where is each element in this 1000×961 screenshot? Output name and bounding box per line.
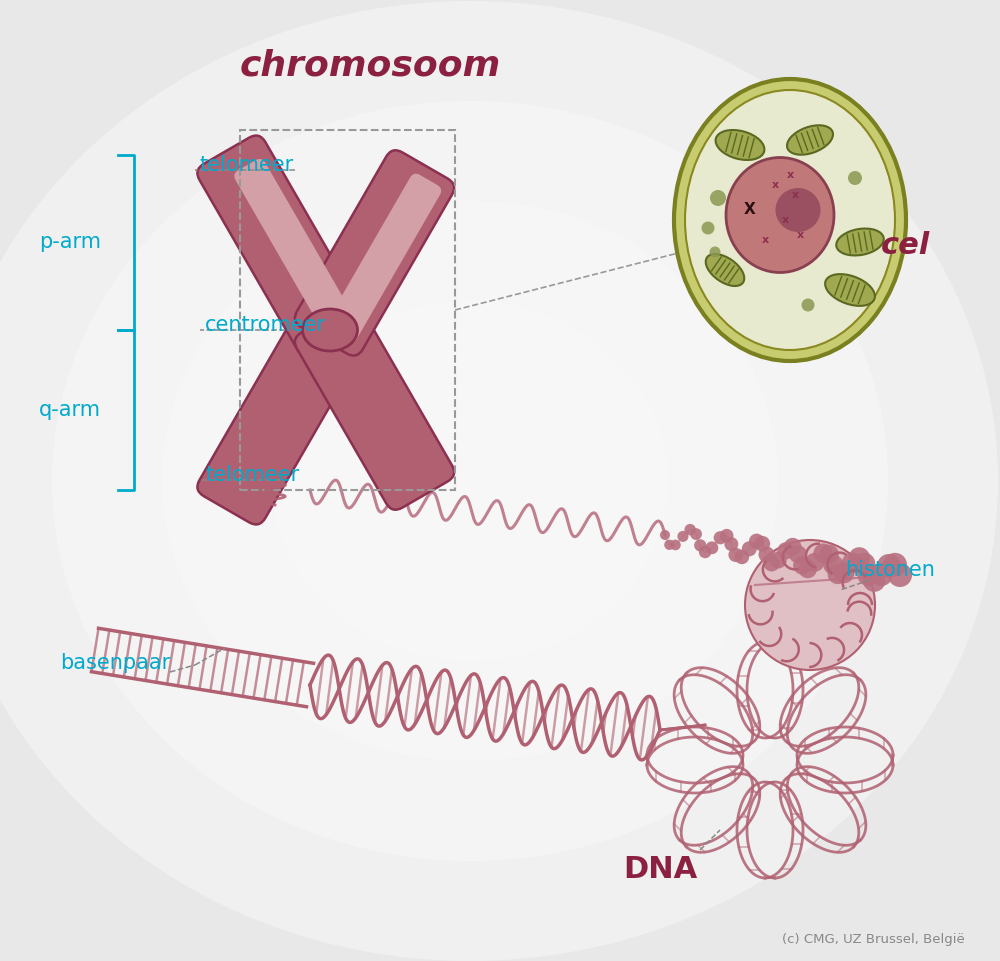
FancyBboxPatch shape — [236, 160, 357, 341]
Text: DNA: DNA — [623, 855, 697, 884]
Circle shape — [728, 548, 743, 562]
Circle shape — [798, 559, 817, 579]
Circle shape — [714, 531, 727, 544]
Circle shape — [742, 541, 757, 556]
Ellipse shape — [674, 79, 906, 361]
Ellipse shape — [825, 274, 875, 306]
Circle shape — [720, 529, 734, 542]
Circle shape — [789, 546, 807, 563]
Ellipse shape — [787, 125, 833, 155]
Text: q-arm: q-arm — [39, 400, 101, 420]
Circle shape — [819, 545, 839, 564]
Circle shape — [848, 171, 862, 185]
Circle shape — [710, 190, 726, 206]
Circle shape — [702, 221, 714, 234]
FancyBboxPatch shape — [295, 305, 454, 509]
Text: cel: cel — [880, 231, 930, 259]
Text: x: x — [791, 190, 799, 200]
Circle shape — [877, 554, 901, 578]
Circle shape — [690, 529, 702, 540]
Circle shape — [888, 563, 912, 587]
Circle shape — [664, 540, 675, 550]
Bar — [240, 130, 455, 490]
Circle shape — [758, 547, 775, 562]
Text: telomeer: telomeer — [200, 155, 294, 175]
Ellipse shape — [726, 158, 834, 273]
Circle shape — [724, 537, 738, 551]
Circle shape — [857, 564, 880, 586]
Circle shape — [660, 530, 670, 540]
Circle shape — [699, 546, 711, 558]
Circle shape — [670, 539, 681, 551]
Text: p-arm: p-arm — [39, 233, 101, 253]
FancyBboxPatch shape — [327, 175, 440, 341]
Circle shape — [834, 562, 854, 583]
Ellipse shape — [716, 130, 764, 160]
Ellipse shape — [52, 101, 888, 861]
Text: x: x — [761, 235, 769, 245]
Text: basenpaar: basenpaar — [60, 653, 170, 673]
Circle shape — [870, 563, 893, 586]
Text: x: x — [781, 215, 789, 225]
Circle shape — [823, 554, 843, 575]
Ellipse shape — [162, 201, 778, 761]
Circle shape — [802, 299, 814, 311]
Circle shape — [749, 533, 764, 549]
Ellipse shape — [685, 90, 895, 350]
Circle shape — [805, 553, 824, 572]
FancyBboxPatch shape — [197, 305, 365, 525]
Circle shape — [694, 539, 706, 552]
Circle shape — [784, 538, 801, 555]
Circle shape — [853, 553, 875, 575]
Circle shape — [777, 542, 795, 559]
Circle shape — [684, 524, 696, 535]
Circle shape — [677, 530, 688, 542]
Text: x: x — [771, 180, 779, 190]
Circle shape — [770, 552, 787, 569]
Circle shape — [842, 553, 863, 574]
Text: (c) CMG, UZ Brussel, België: (c) CMG, UZ Brussel, België — [782, 933, 965, 947]
FancyBboxPatch shape — [295, 150, 454, 356]
Circle shape — [710, 247, 720, 258]
Text: telomeer: telomeer — [205, 465, 299, 485]
Circle shape — [828, 564, 848, 584]
Circle shape — [863, 569, 886, 592]
Circle shape — [735, 550, 749, 564]
Text: x: x — [786, 170, 794, 180]
Circle shape — [883, 553, 907, 577]
Text: histonen: histonen — [845, 560, 935, 580]
Circle shape — [705, 541, 718, 554]
Circle shape — [763, 554, 780, 572]
Text: chromosoom: chromosoom — [239, 48, 501, 82]
Ellipse shape — [272, 301, 668, 661]
FancyBboxPatch shape — [197, 136, 365, 356]
Ellipse shape — [776, 188, 820, 232]
Ellipse shape — [706, 254, 744, 286]
Ellipse shape — [836, 229, 884, 256]
Circle shape — [793, 556, 811, 575]
Text: X: X — [744, 203, 756, 217]
Circle shape — [745, 540, 875, 670]
Text: x: x — [796, 230, 804, 240]
Text: centromeer: centromeer — [205, 315, 326, 335]
Circle shape — [849, 547, 870, 569]
Circle shape — [813, 544, 833, 563]
Ellipse shape — [302, 309, 358, 351]
Circle shape — [754, 536, 770, 552]
